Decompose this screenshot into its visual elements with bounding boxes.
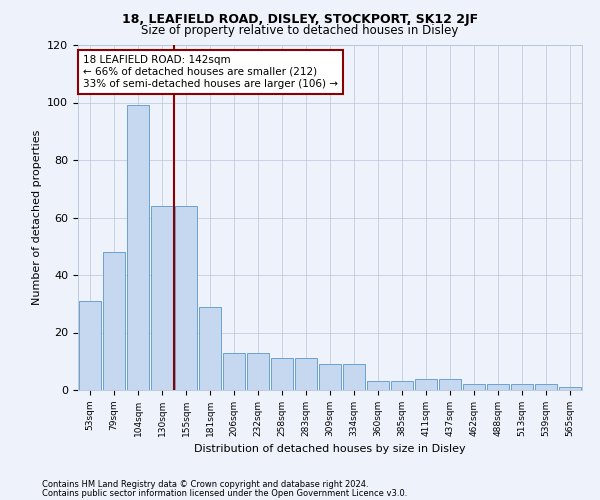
Bar [439, 378, 461, 390]
Text: 18 LEAFIELD ROAD: 142sqm
← 66% of detached houses are smaller (212)
33% of semi-: 18 LEAFIELD ROAD: 142sqm ← 66% of detach… [83, 56, 338, 88]
Bar [319, 364, 341, 390]
Bar [367, 382, 389, 390]
Bar [223, 352, 245, 390]
Bar [103, 252, 125, 390]
Bar [559, 387, 581, 390]
Bar [343, 364, 365, 390]
Text: Size of property relative to detached houses in Disley: Size of property relative to detached ho… [142, 24, 458, 37]
Bar [271, 358, 293, 390]
Bar [247, 352, 269, 390]
Bar [79, 301, 101, 390]
Bar [487, 384, 509, 390]
Bar [151, 206, 173, 390]
Bar [463, 384, 485, 390]
Bar [127, 106, 149, 390]
Bar [295, 358, 317, 390]
Bar [175, 206, 197, 390]
X-axis label: Distribution of detached houses by size in Disley: Distribution of detached houses by size … [194, 444, 466, 454]
Text: 18, LEAFIELD ROAD, DISLEY, STOCKPORT, SK12 2JF: 18, LEAFIELD ROAD, DISLEY, STOCKPORT, SK… [122, 12, 478, 26]
Bar [535, 384, 557, 390]
Bar [415, 378, 437, 390]
Bar [391, 382, 413, 390]
Text: Contains public sector information licensed under the Open Government Licence v3: Contains public sector information licen… [42, 488, 407, 498]
Bar [199, 306, 221, 390]
Y-axis label: Number of detached properties: Number of detached properties [32, 130, 41, 305]
Bar [511, 384, 533, 390]
Text: Contains HM Land Registry data © Crown copyright and database right 2024.: Contains HM Land Registry data © Crown c… [42, 480, 368, 489]
